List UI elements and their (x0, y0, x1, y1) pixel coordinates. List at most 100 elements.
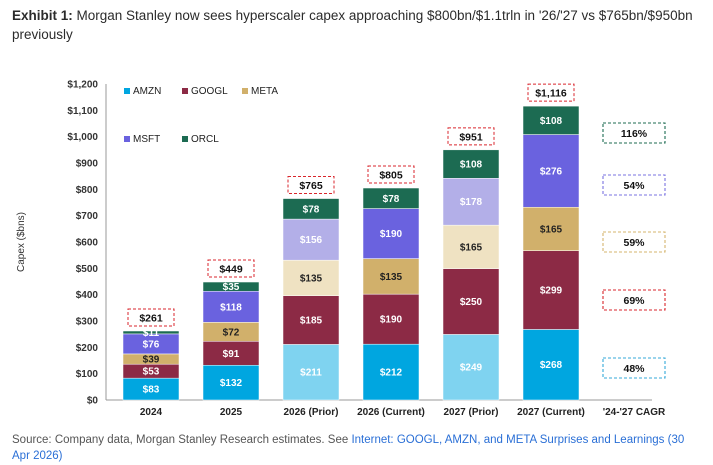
data-label-orcl: $78 (383, 194, 400, 205)
cagr-value-msft: 54% (623, 180, 645, 192)
y-tick-label: $500 (76, 264, 99, 275)
y-tick-label: $800 (76, 185, 99, 196)
total-box (127, 308, 175, 327)
data-label-meta: $165 (540, 224, 563, 235)
cagr-box-googl (602, 289, 666, 311)
total-label: $805 (379, 170, 403, 182)
bar-segment-msft (282, 218, 340, 261)
legend-swatch-amzn (124, 88, 130, 94)
legend-swatch-meta (242, 88, 248, 94)
bar-segment-googl (362, 293, 420, 345)
data-label-amzn: $211 (300, 368, 322, 379)
y-tick-label: $300 (76, 317, 99, 328)
bar-segment-orcl (282, 198, 340, 220)
x-tick-label: 2025 (220, 407, 243, 418)
total-box (207, 259, 255, 278)
cagr-header: '24-'27 CAGR (603, 407, 666, 418)
data-label-amzn: $83 (143, 385, 160, 396)
cagr-box-amzn (602, 357, 666, 379)
bar-segment-amzn (442, 334, 500, 401)
x-tick-label: 2026 (Prior) (283, 407, 338, 418)
y-axis-label: Capex ($bns) (16, 212, 27, 272)
x-tick-label: 2024 (140, 407, 163, 418)
cagr-value-amzn: 48% (623, 363, 645, 375)
source-link[interactable]: Internet: GOOGL, AMZN, and META Surprise… (12, 434, 685, 462)
bar-segment-msft (522, 134, 580, 208)
total-label: $765 (299, 180, 323, 192)
cagr-value-googl: 69% (623, 295, 645, 307)
total-label: $951 (459, 131, 483, 143)
legend-label-msft: MSFT (133, 134, 160, 145)
bar-segment-amzn (202, 364, 260, 401)
bar-segment-googl (522, 250, 580, 330)
data-label-meta: $135 (380, 272, 403, 283)
bar-segment-meta (522, 206, 580, 251)
data-label-msft: $76 (143, 339, 160, 350)
data-label-orcl: $78 (303, 204, 320, 215)
data-label-meta: $39 (143, 355, 160, 366)
data-label-orcl: $108 (460, 160, 483, 171)
exhibit-title: Morgan Stanley now sees hyperscaler cape… (12, 8, 693, 42)
bar-segment-meta (282, 259, 340, 296)
bar-segment-msft (202, 290, 260, 323)
data-label-googl: $250 (460, 297, 483, 308)
bar-segment-googl (282, 295, 340, 345)
data-label-amzn: $249 (460, 363, 483, 374)
y-tick-label: $600 (76, 238, 99, 249)
data-label-googl: $91 (223, 349, 240, 360)
bar-segment-orcl (202, 281, 260, 292)
legend-swatch-msft (124, 136, 130, 142)
data-label-msft: $118 (220, 302, 242, 313)
data-label-googl: $53 (143, 367, 160, 378)
total-box (447, 127, 495, 146)
x-tick-label: 2027 (Current) (517, 407, 585, 418)
legend-swatch-orcl (182, 136, 188, 142)
bar-segment-meta (442, 224, 500, 269)
bar-segment-amzn (362, 343, 420, 401)
data-label-msft: $190 (380, 229, 403, 240)
data-label-googl: $299 (540, 286, 563, 297)
legend-label-orcl: ORCL (191, 134, 219, 145)
bar-segment-orcl (442, 149, 500, 179)
bar-segment-amzn (522, 329, 580, 401)
bar-segment-orcl (122, 330, 180, 335)
y-tick-label: $200 (76, 343, 99, 354)
legend-label-meta: META (251, 86, 278, 97)
legend-label-amzn: AMZN (133, 86, 161, 97)
data-label-googl: $190 (380, 315, 403, 326)
bar-segment-msft (362, 208, 420, 259)
data-label-msft: $156 (300, 235, 323, 246)
chart-title: Exhibit 1: Morgan Stanley now sees hyper… (12, 6, 702, 44)
y-tick-label: $1,100 (67, 106, 98, 117)
y-tick-label: $100 (76, 369, 99, 380)
data-label-msft: $276 (540, 166, 563, 177)
y-tick-label: $0 (87, 396, 99, 407)
data-label-meta: $135 (300, 273, 323, 284)
total-label: $1,116 (535, 88, 567, 100)
x-tick-label: 2027 (Prior) (443, 407, 498, 418)
data-label-amzn: $212 (380, 368, 403, 379)
stacked-bar-chart: Capex ($bns) $0 $100 $200 $300 $400 $500 $600 $7… (16, 80, 666, 419)
data-label-googl: $185 (300, 316, 323, 327)
source-note: Source: Company data, Morgan Stanley Res… (12, 432, 702, 464)
data-label-orcl: $108 (540, 116, 563, 127)
legend-swatch-googl (182, 88, 188, 94)
x-tick-label: 2026 (Current) (357, 407, 425, 418)
cagr-value-orcl: 116% (621, 128, 648, 140)
data-label-meta: $72 (223, 327, 240, 338)
y-tick-label: $900 (76, 159, 99, 170)
total-label: $261 (139, 313, 163, 325)
bar-segment-orcl (522, 105, 580, 135)
total-box (287, 176, 335, 195)
total-label: $449 (219, 264, 243, 276)
exhibit-label: Exhibit 1: (12, 8, 73, 23)
data-label-orcl: $35 (223, 282, 240, 293)
y-tick-label: $1,000 (67, 132, 98, 143)
bar-segment-orcl (362, 187, 420, 209)
data-label-amzn: $268 (540, 360, 563, 371)
data-label-amzn: $132 (220, 378, 243, 389)
source-text: Source: Company data, Morgan Stanley Res… (12, 434, 352, 446)
bar-segment-msft (442, 178, 500, 226)
cagr-value-meta: 59% (623, 237, 645, 249)
total-box (367, 165, 415, 184)
